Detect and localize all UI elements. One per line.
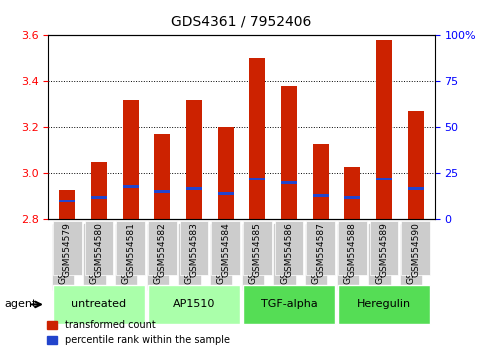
Text: GSM554589: GSM554589: [380, 222, 388, 277]
Bar: [123, 100, 139, 219]
Text: GDS4361 / 7952406: GDS4361 / 7952406: [171, 14, 312, 28]
Text: agent: agent: [5, 299, 37, 309]
Bar: [59, 189, 75, 219]
Text: GSM554586: GSM554586: [284, 222, 294, 277]
Bar: [249, 178, 265, 180]
Bar: [186, 100, 202, 219]
FancyBboxPatch shape: [370, 221, 398, 275]
Bar: [218, 192, 234, 195]
FancyBboxPatch shape: [116, 221, 145, 275]
Text: GSM554587: GSM554587: [316, 222, 325, 277]
Bar: [313, 194, 328, 197]
Bar: [155, 190, 170, 193]
Bar: [123, 185, 139, 188]
Text: GSM554590: GSM554590: [411, 222, 420, 277]
Text: TGF-alpha: TGF-alpha: [261, 299, 317, 309]
Bar: [376, 40, 392, 219]
Text: GSM554580: GSM554580: [95, 222, 103, 277]
FancyBboxPatch shape: [243, 221, 271, 275]
Bar: [408, 111, 424, 219]
Bar: [59, 200, 75, 202]
Bar: [376, 178, 392, 180]
FancyBboxPatch shape: [306, 221, 335, 275]
Text: GSM554588: GSM554588: [348, 222, 357, 277]
Bar: [91, 196, 107, 199]
Text: Heregulin: Heregulin: [357, 299, 411, 309]
FancyBboxPatch shape: [148, 221, 177, 275]
FancyBboxPatch shape: [243, 285, 335, 324]
Text: untreated: untreated: [71, 299, 127, 309]
Bar: [249, 58, 265, 219]
Text: GSM554583: GSM554583: [189, 222, 199, 277]
Bar: [218, 127, 234, 219]
Bar: [344, 196, 360, 199]
Text: GSM554579: GSM554579: [63, 222, 72, 277]
FancyBboxPatch shape: [148, 285, 240, 324]
Bar: [91, 162, 107, 219]
Text: GSM554581: GSM554581: [126, 222, 135, 277]
Legend: transformed count, percentile rank within the sample: transformed count, percentile rank withi…: [43, 316, 234, 349]
FancyBboxPatch shape: [53, 285, 145, 324]
Bar: [281, 86, 297, 219]
FancyBboxPatch shape: [180, 221, 208, 275]
FancyBboxPatch shape: [212, 221, 240, 275]
FancyBboxPatch shape: [275, 221, 303, 275]
FancyBboxPatch shape: [53, 221, 82, 275]
Bar: [408, 187, 424, 189]
FancyBboxPatch shape: [338, 221, 367, 275]
Bar: [313, 144, 328, 219]
FancyBboxPatch shape: [401, 221, 430, 275]
FancyBboxPatch shape: [85, 221, 113, 275]
Text: AP1510: AP1510: [173, 299, 215, 309]
Bar: [344, 167, 360, 219]
Bar: [186, 187, 202, 189]
Bar: [155, 135, 170, 219]
Text: GSM554582: GSM554582: [158, 222, 167, 277]
FancyBboxPatch shape: [338, 285, 430, 324]
Text: GSM554585: GSM554585: [253, 222, 262, 277]
Text: GSM554584: GSM554584: [221, 222, 230, 277]
Bar: [281, 181, 297, 184]
